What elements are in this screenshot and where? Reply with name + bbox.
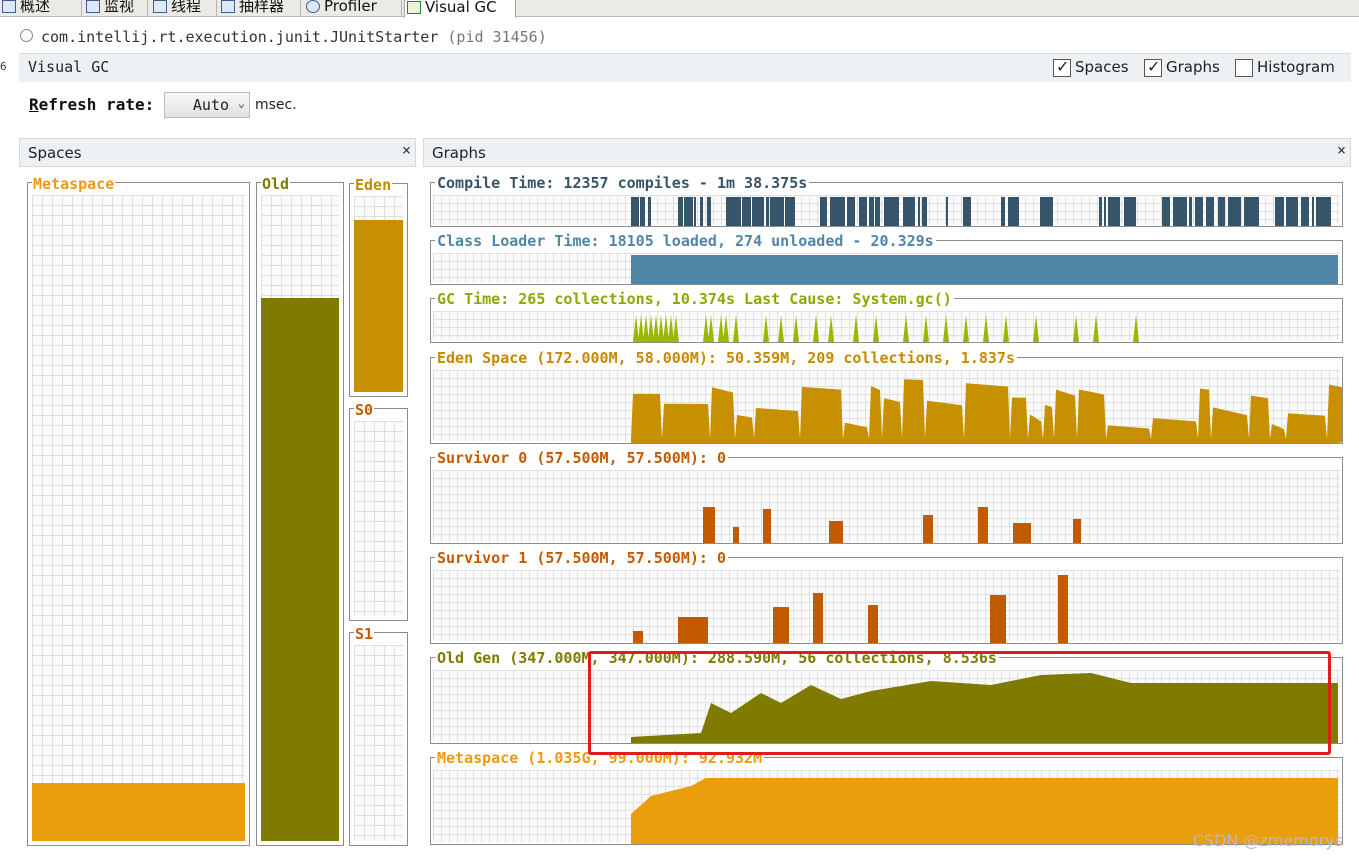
graph-plot — [703, 507, 1081, 543]
graph-label: GC Time: 265 collections, 10.374s Last C… — [435, 290, 954, 308]
survivor-1-space: S1 — [349, 625, 408, 846]
refresh-label-text: efresh rate: — [38, 95, 155, 114]
graph-series — [631, 673, 1338, 743]
survivor-0-space: S0 — [349, 401, 408, 621]
tab-strip: 概述 监视 线程 抽样器 Profiler Visual GC — [0, 0, 1359, 18]
metaspace-space: Metaspace — [27, 175, 250, 846]
overview-icon — [2, 0, 16, 13]
checkbox-checked-icon[interactable] — [1053, 57, 1071, 77]
tab-sampler[interactable]: 抽样器 — [219, 0, 301, 17]
tab-threads[interactable]: 线程 — [151, 0, 217, 17]
survivor-0-graph: Survivor 0 (57.500M, 57.500M): 0 — [430, 449, 1343, 544]
gc-time-graph: GC Time: 265 collections, 10.374s Last C… — [430, 290, 1343, 343]
left-edge-fragment: 6 — [0, 60, 7, 73]
graph-series — [631, 255, 1338, 284]
metaspace-graph: Metaspace (1.035G, 99.000M): 92.932M — [430, 749, 1343, 845]
graph-plot — [633, 315, 1139, 342]
checkbox-label: Graphs — [1166, 58, 1220, 76]
checkbox-unchecked-icon[interactable] — [1235, 59, 1253, 77]
graph-plot — [631, 255, 1338, 284]
graph-plot — [633, 575, 1068, 643]
tab-label: Profiler — [324, 0, 377, 15]
tab-label: 概述 — [20, 0, 51, 15]
tab-monitor[interactable]: 监视 — [84, 0, 148, 17]
space-grid — [32, 195, 245, 841]
graph-plot — [631, 197, 1331, 226]
spaces-checkbox[interactable]: Spaces — [1053, 57, 1129, 77]
graph-series — [633, 315, 1139, 342]
graph-grid — [433, 311, 1340, 340]
graph-label: Class Loader Time: 18105 loaded, 274 unl… — [435, 232, 936, 250]
space-fill — [32, 783, 245, 841]
old-gen-graph: Old Gen (347.000M, 347.000M): 288.590M, … — [430, 649, 1343, 744]
space-label: S0 — [354, 401, 375, 419]
process-status-icon — [20, 29, 33, 42]
space-fill — [354, 220, 403, 392]
graphs-panel-title: Graphs — [432, 144, 486, 162]
graph-series — [633, 575, 1068, 643]
graph-grid — [433, 470, 1340, 541]
eden-space: Eden — [349, 176, 408, 397]
refresh-rate-select[interactable]: Auto ⌄ — [164, 92, 250, 118]
space-label: Metaspace — [32, 175, 116, 193]
graph-grid — [433, 570, 1340, 641]
tab-label: 线程 — [171, 0, 202, 15]
graph-series — [631, 197, 1331, 226]
sampler-icon — [221, 0, 235, 13]
tab-profiler[interactable]: Profiler — [304, 0, 402, 17]
space-grid — [354, 645, 403, 841]
checkbox-label: Histogram — [1257, 58, 1335, 76]
spaces-panel-header: Spaces × — [19, 138, 416, 167]
watermark: CSDN @zmemorys — [1192, 831, 1343, 850]
refresh-mnemonic: R — [29, 95, 39, 114]
chevron-down-icon[interactable]: ⌄ — [237, 96, 245, 110]
tab-visual-gc[interactable]: Visual GC — [404, 0, 516, 18]
tab-label: Visual GC — [425, 0, 497, 16]
histogram-checkbox[interactable]: Histogram — [1235, 58, 1335, 77]
close-icon[interactable]: × — [1336, 141, 1346, 159]
graph-plot — [631, 379, 1342, 443]
graph-series — [631, 778, 1338, 844]
spaces-panel-title: Spaces — [28, 144, 82, 162]
monitor-icon — [86, 0, 100, 13]
refresh-rate-label: Refresh rate: — [29, 95, 154, 114]
graph-series — [631, 379, 1342, 443]
graph-label: Eden Space (172.000M, 58.000M): 50.359M,… — [435, 349, 1017, 367]
refresh-rate-value: Auto — [192, 96, 229, 114]
tab-overview[interactable]: 概述 — [0, 0, 82, 17]
refresh-unit: msec. — [255, 97, 297, 113]
survivor-1-graph: Survivor 1 (57.500M, 57.500M): 0 — [430, 549, 1343, 644]
eden-space-graph: Eden Space (172.000M, 58.000M): 50.359M,… — [430, 349, 1343, 444]
graphs-checkbox[interactable]: Graphs — [1144, 57, 1220, 77]
graphs-panel-header: Graphs × — [423, 138, 1351, 167]
visualgc-icon — [407, 1, 421, 14]
visual-gc-title: Visual GC — [28, 58, 110, 76]
tab-label: 监视 — [104, 0, 135, 15]
space-label: Eden — [354, 176, 393, 194]
visual-gc-toolbar: Visual GC Spaces Graphs Histogram — [19, 53, 1351, 82]
close-icon[interactable]: × — [401, 141, 411, 159]
process-title: com.intellij.rt.execution.junit.JUnitSta… — [41, 28, 547, 46]
tab-label: 抽样器 — [239, 0, 285, 15]
process-pid: (pid 31456) — [447, 28, 547, 46]
highlight-annotation — [588, 651, 1331, 755]
space-label: Old — [261, 175, 291, 193]
threads-icon — [153, 0, 167, 13]
graph-label: Survivor 1 (57.500M, 57.500M): 0 — [435, 549, 728, 567]
profiler-icon — [306, 0, 320, 13]
graph-series — [703, 507, 1081, 543]
space-fill — [261, 298, 339, 841]
graph-label: Survivor 0 (57.500M, 57.500M): 0 — [435, 449, 728, 467]
process-main-class: com.intellij.rt.execution.junit.JUnitSta… — [41, 28, 439, 46]
graph-plot — [631, 673, 1338, 743]
compile-time-graph: Compile Time: 12357 compiles - 1m 38.375… — [430, 174, 1343, 227]
space-label: S1 — [354, 625, 375, 643]
checkbox-checked-icon[interactable] — [1144, 57, 1162, 77]
space-grid — [354, 421, 403, 616]
graph-label: Compile Time: 12357 compiles - 1m 38.375… — [435, 174, 810, 192]
class-loader-graph: Class Loader Time: 18105 loaded, 274 unl… — [430, 232, 1343, 285]
graph-plot — [631, 778, 1338, 844]
checkbox-label: Spaces — [1075, 58, 1129, 76]
old-space: Old — [256, 175, 344, 846]
